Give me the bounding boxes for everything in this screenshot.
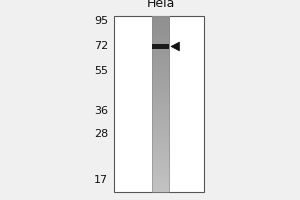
Text: 55: 55 [94,66,108,76]
Text: 95: 95 [94,16,108,26]
Polygon shape [171,42,179,51]
Text: Hela: Hela [146,0,175,10]
Text: 36: 36 [94,106,108,116]
FancyBboxPatch shape [114,16,204,192]
Text: 72: 72 [94,41,108,51]
Text: 17: 17 [94,175,108,185]
FancyBboxPatch shape [152,44,169,49]
Text: 28: 28 [94,129,108,139]
